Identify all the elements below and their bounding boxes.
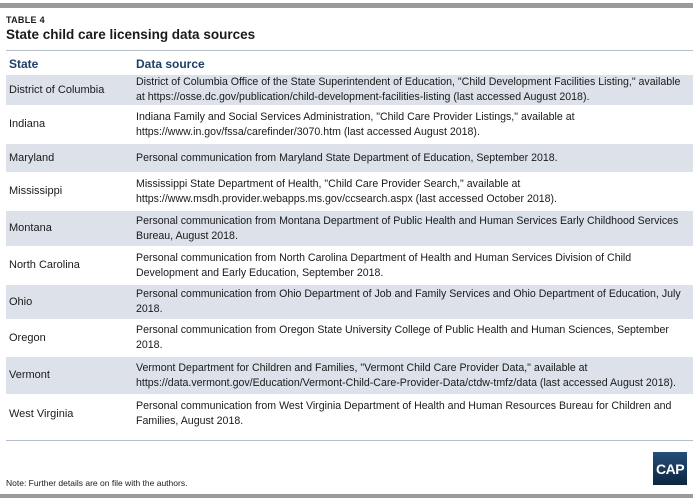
- source-cell: Personal communication from West Virgini…: [136, 400, 672, 427]
- cap-logo: CAP: [653, 452, 687, 485]
- table-row: Mississippi Mississippi State Department …: [6, 174, 693, 211]
- top-rule: [0, 3, 693, 8]
- state-cell: West Virginia: [9, 407, 74, 420]
- table-row: Indiana Indiana Family and Social Service…: [6, 107, 693, 144]
- state-cell: Maryland: [9, 151, 55, 164]
- divider: [6, 440, 693, 441]
- table-label: TABLE 4: [6, 15, 45, 25]
- footnote: Note: Further details are on file with t…: [6, 478, 188, 488]
- source-cell: Mississippi State Department of Health, …: [136, 177, 557, 205]
- bottom-rule: [0, 494, 693, 498]
- table-row: Ohio Personal communication from Ohio Dep…: [6, 285, 693, 321]
- header-state: State: [9, 57, 39, 71]
- source-cell: Personal communication from Maryland Sta…: [136, 151, 558, 164]
- table-body: District of Columbia District of Columbia…: [6, 75, 693, 434]
- state-cell: Vermont: [9, 369, 50, 381]
- table-title: State child care licensing data sources: [6, 27, 256, 42]
- state-cell: Mississippi: [9, 185, 63, 197]
- table-row: Maryland Personal communication from Mary…: [6, 144, 693, 174]
- divider: [6, 50, 693, 51]
- table-row: Vermont Vermont Department for Children a…: [6, 357, 693, 396]
- state-cell: Indiana: [9, 118, 46, 130]
- state-cell: Montana: [9, 222, 52, 234]
- table-row: District of Columbia District of Columbia…: [6, 75, 693, 107]
- state-cell: Ohio: [9, 295, 33, 308]
- table-row: North Carolina Personal communication fro…: [6, 248, 693, 285]
- source-cell: Personal communication from Oregon State…: [136, 324, 669, 351]
- header-source: Data source: [136, 57, 205, 71]
- source-cell: Vermont Department for Children and Fami…: [136, 361, 676, 389]
- table-header: State Data source: [6, 55, 693, 73]
- source-cell: Personal communication from Ohio Departm…: [136, 288, 681, 315]
- table-row: Montana Personal communication from Monta…: [6, 211, 693, 248]
- state-cell: North Carolina: [9, 259, 80, 271]
- state-cell: District of Columbia: [9, 83, 105, 96]
- table-row: Oregon Personal communication from Oregon…: [6, 321, 693, 357]
- source-cell: Indiana Family and Social Services Admin…: [136, 110, 575, 138]
- logo-text: CAP: [655, 460, 685, 477]
- source-cell: District of Columbia Office of the State…: [136, 76, 681, 103]
- source-cell: Personal communication from Montana Depa…: [136, 214, 679, 242]
- source-cell: Personal communication from North Caroli…: [136, 251, 632, 279]
- state-cell: Oregon: [9, 331, 46, 344]
- table-row: West Virginia Personal communication from…: [6, 396, 693, 434]
